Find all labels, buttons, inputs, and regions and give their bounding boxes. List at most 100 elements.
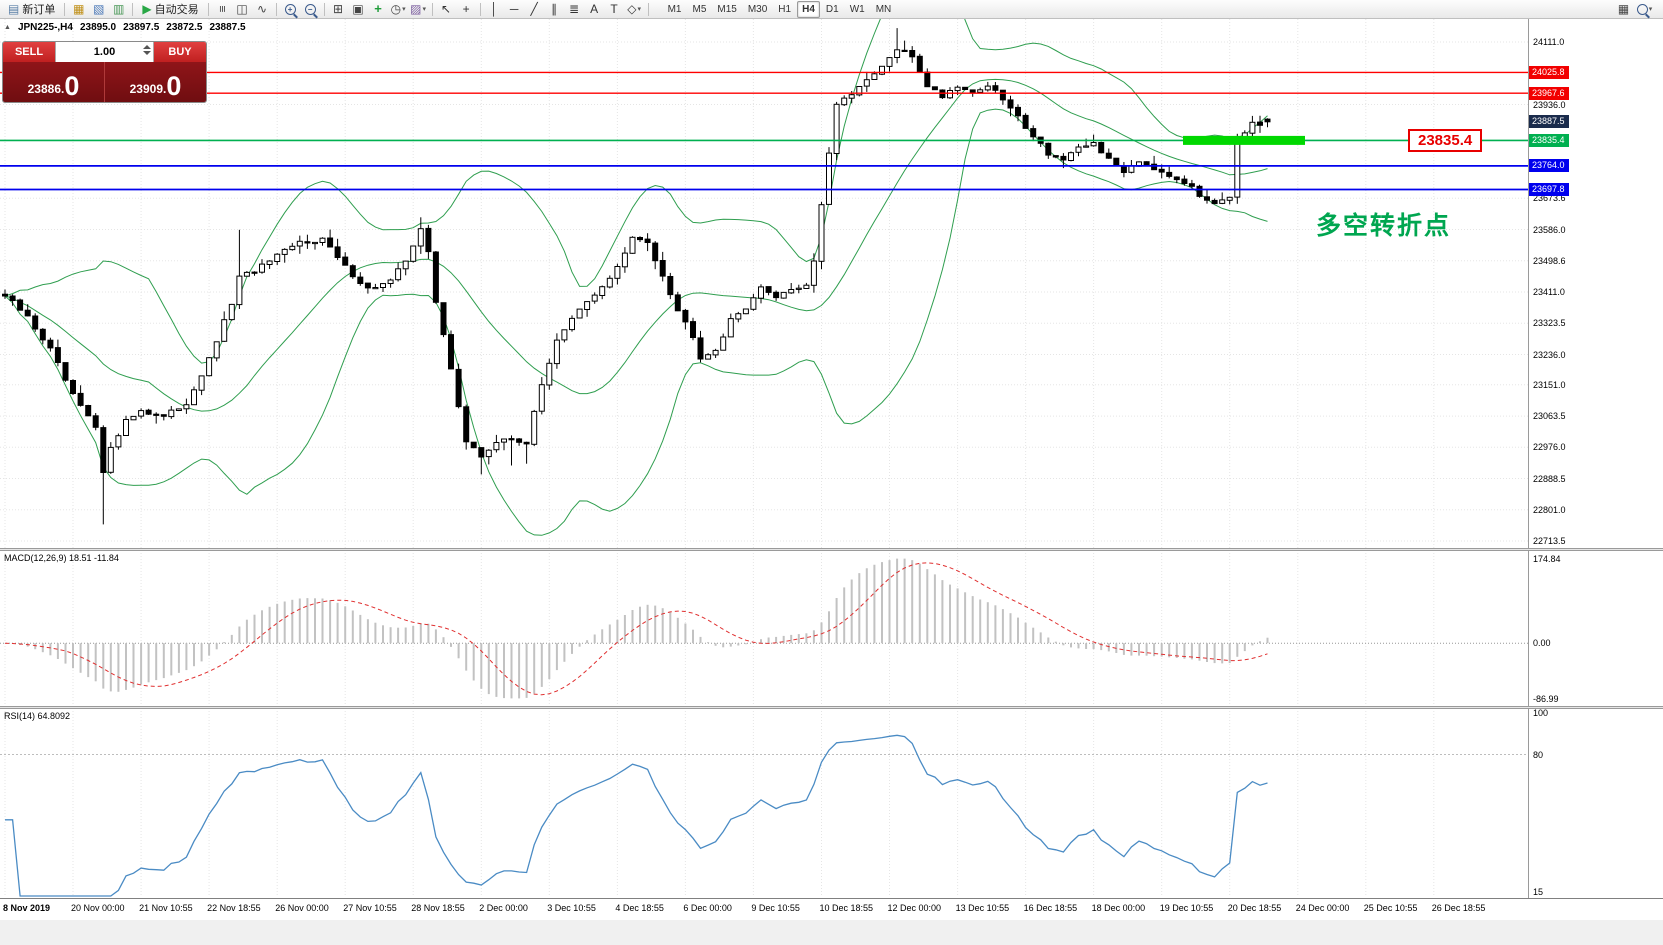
shapes-icon[interactable]: ◇ ▾ [627, 2, 641, 16]
tile-windows-icon[interactable]: ⊞ [333, 2, 344, 16]
candles-layer [2, 28, 1271, 525]
profiles-icon[interactable]: ▧ [93, 2, 105, 16]
time-axis-label: 16 Dec 18:55 [1023, 903, 1078, 913]
price-axis-label: 23063.5 [1533, 411, 1566, 422]
autotrading-button[interactable]: ▶ 自动交易 [142, 2, 199, 16]
new-chart-icon[interactable]: ▦ [1617, 2, 1630, 16]
zoom-out-icon[interactable]: − [301, 1, 320, 17]
price-tag: 23764.0 [1529, 159, 1569, 173]
dropdown-arrow-icon: ▾ [402, 6, 406, 13]
timeframe-m15-button[interactable]: M15 [717, 3, 737, 15]
quote-high: 23897.5 [123, 22, 160, 33]
bar-chart-icon[interactable]: ≡ [215, 5, 230, 13]
dropdown-arrow-icon: ▾ [637, 6, 641, 13]
timeframe-m5-button[interactable]: M5 [692, 3, 707, 15]
price-axis-label: 23411.0 [1533, 287, 1565, 297]
templates-icon[interactable]: ▨ ▾ [410, 2, 426, 16]
search-icon[interactable]: ▾ [1635, 1, 1654, 17]
trade-panel-divider [104, 62, 105, 102]
time-axis-label: 26 Nov 00:00 [275, 903, 329, 913]
time-axis-label: 13 Dec 10:55 [955, 903, 1010, 913]
buy-button[interactable]: BUY [154, 42, 206, 62]
time-axis-label: 10 Dec 18:55 [819, 903, 874, 913]
time-axis-label: 4 Dec 18:55 [615, 903, 664, 913]
volume-field[interactable]: 1.00 [55, 42, 154, 62]
price-tag: 23887.5 [1529, 115, 1569, 129]
price-axis-label: 23151.0 [1533, 379, 1566, 390]
price-tag: 23835.4 [1529, 133, 1569, 147]
label-icon[interactable]: T [610, 2, 618, 16]
grid-layer [0, 19, 1528, 896]
cascade-windows-icon[interactable]: ▣ [352, 2, 364, 16]
trade-panel-top-row: SELL 1.00 BUY [3, 42, 206, 62]
rsi-label: RSI(14) 64.8092 [4, 711, 71, 721]
price-axis-label: 23498.6 [1533, 255, 1566, 266]
timeframe-h1-button[interactable]: H1 [778, 3, 792, 15]
toolbar-separator [207, 2, 209, 16]
price-axis: 24111.0 23936.0 23673.6 23586.0 23498.6 23411… [1528, 19, 1663, 945]
trade-panel-price-row: 23886. 0 23909. 0 [3, 62, 206, 102]
time-axis-label: 19 Dec 10:55 [1159, 903, 1214, 913]
dropdown-arrow-icon: ▾ [422, 6, 426, 13]
time-axis-label: 28 Nov 18:55 [411, 903, 465, 913]
price-axis-label: 24111.0 [1533, 37, 1565, 47]
new-order-button[interactable]: ▤ 新订单 [8, 2, 56, 16]
crosshair-icon[interactable]: + [462, 2, 470, 16]
volume-up-icon[interactable] [143, 45, 151, 49]
price-axis-label: 23586.0 [1533, 224, 1566, 235]
charts-window-icon[interactable]: ▦ [73, 2, 85, 16]
timeframe-d1-button[interactable]: D1 [825, 3, 839, 15]
sell-price-big-digit: 0 [64, 71, 80, 101]
symbol-label: JPN225-,H4 [17, 22, 73, 33]
time-axis-label: 8 Nov 2019 [3, 903, 51, 913]
volume-spinner[interactable] [143, 45, 151, 55]
time-axis-label: 20 Dec 18:55 [1227, 903, 1282, 913]
time-axis-label: 20 Nov 00:00 [71, 903, 125, 913]
candlestick-chart-icon[interactable]: ◫ [236, 2, 248, 16]
trendline-icon[interactable]: ╱ [530, 2, 538, 16]
vertical-line-icon[interactable]: │ [490, 2, 498, 16]
time-axis: 8 Nov 2019 20 Nov 00:00 21 Nov 10:55 22 Nov… [0, 898, 1663, 920]
indicators-icon[interactable]: + [374, 1, 382, 16]
price-tag: 23697.8 [1529, 183, 1569, 196]
buy-price-main: 23909. [129, 82, 167, 96]
time-axis-label: 3 Dec 10:55 [547, 903, 596, 913]
price-callout-box[interactable]: 23835.4 [1408, 129, 1483, 152]
volume-down-icon[interactable] [143, 51, 151, 55]
macd-layer [0, 558, 1528, 699]
panel-splitter-rsi[interactable] [0, 706, 1663, 709]
dropdown-arrow-icon: ▾ [1648, 6, 1653, 13]
timeframe-w1-button[interactable]: W1 [849, 3, 865, 15]
quote-close: 23887.5 [209, 22, 246, 33]
toolbar-right-group: ▦ ▾ [1614, 1, 1654, 17]
horizontal-line-icon[interactable]: ─ [509, 2, 519, 16]
time-axis-label: 21 Nov 10:55 [139, 903, 193, 913]
line-chart-icon[interactable]: ∿ [257, 2, 268, 16]
time-axis-label: 25 Dec 10:55 [1363, 903, 1418, 913]
fibonacci-icon[interactable]: ≣ [569, 2, 580, 16]
text-icon[interactable]: A [590, 2, 599, 16]
price-axis-label: 22713.5 [1533, 536, 1566, 546]
timeframe-m30-button[interactable]: M30 [747, 3, 768, 15]
zoom-in-icon[interactable]: + [281, 1, 300, 17]
magnifier-glyph: + [284, 3, 296, 15]
rsi-scale-min: 15 [1533, 887, 1544, 897]
buy-price-button[interactable]: 23909. 0 [105, 62, 206, 102]
timeframe-h4-button[interactable]: H4 [797, 0, 820, 18]
cursor-icon[interactable]: ↖ [441, 2, 452, 16]
sell-button[interactable]: SELL [3, 42, 55, 62]
channel-icon[interactable]: ∥ [551, 2, 558, 16]
price-axis-label: 22888.5 [1533, 473, 1566, 484]
data-window-icon[interactable]: ▥ [113, 2, 125, 16]
price-tag: 23967.6 [1529, 86, 1569, 100]
periods-icon[interactable]: ◷ ▾ [390, 2, 406, 16]
timeframe-m1-button[interactable]: M1 [667, 3, 682, 15]
timeframe-mn-button[interactable]: MN [875, 3, 892, 15]
sell-price-button[interactable]: 23886. 0 [3, 62, 104, 102]
one-click-trading-panel: SELL 1.00 BUY 23886. 0 23909. 0 [2, 41, 207, 103]
time-axis-label: 9 Dec 10:55 [751, 903, 800, 913]
panel-splitter-macd[interactable] [0, 548, 1663, 551]
volume-value[interactable]: 1.00 [93, 46, 116, 58]
symbol-marker-icon: ▲ [4, 24, 11, 31]
toolbar-separator [132, 2, 134, 16]
